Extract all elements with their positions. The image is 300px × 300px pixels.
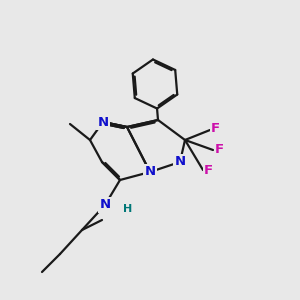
Text: N: N	[98, 116, 109, 128]
Text: F: F	[204, 164, 213, 177]
Text: F: F	[215, 143, 224, 157]
Text: N: N	[144, 166, 156, 178]
Text: H: H	[123, 204, 133, 214]
Text: N: N	[174, 155, 186, 169]
Text: N: N	[99, 199, 111, 212]
Text: F: F	[211, 122, 220, 135]
